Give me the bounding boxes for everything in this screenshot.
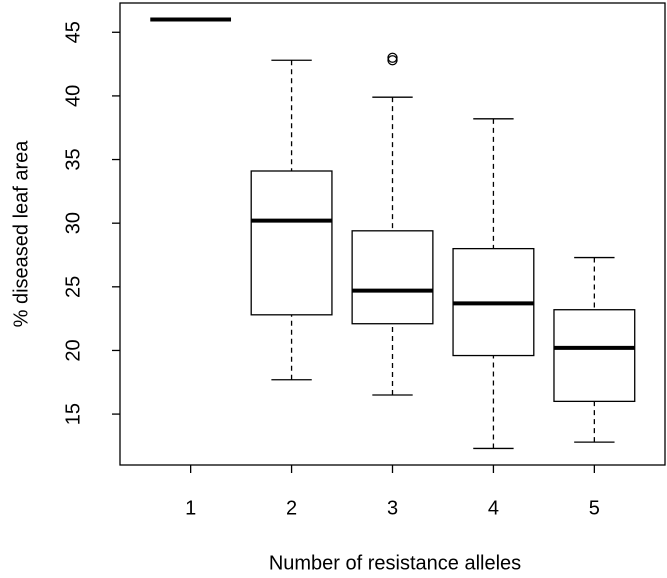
- y-tick-label: 45: [62, 21, 84, 43]
- x-tick-label: 1: [185, 497, 196, 519]
- box: [250, 170, 333, 316]
- y-tick-label: 20: [62, 339, 84, 361]
- y-tick-label: 25: [62, 276, 84, 298]
- outlier: [387, 52, 398, 63]
- box: [553, 309, 636, 403]
- y-tick-label: 30: [62, 212, 84, 234]
- box: [351, 230, 434, 325]
- outlier: [387, 55, 398, 66]
- x-tick-label: 2: [286, 497, 297, 519]
- x-axis-label: Number of resistance alleles: [269, 552, 521, 574]
- y-tick-label: 35: [62, 148, 84, 170]
- x-tick-label: 3: [387, 497, 398, 519]
- x-tick-label: 5: [589, 497, 600, 519]
- y-tick-label: 40: [62, 85, 84, 107]
- y-tick-label: 15: [62, 403, 84, 425]
- y-axis-label: % diseased leaf area: [10, 140, 32, 328]
- x-tick-label: 4: [488, 497, 499, 519]
